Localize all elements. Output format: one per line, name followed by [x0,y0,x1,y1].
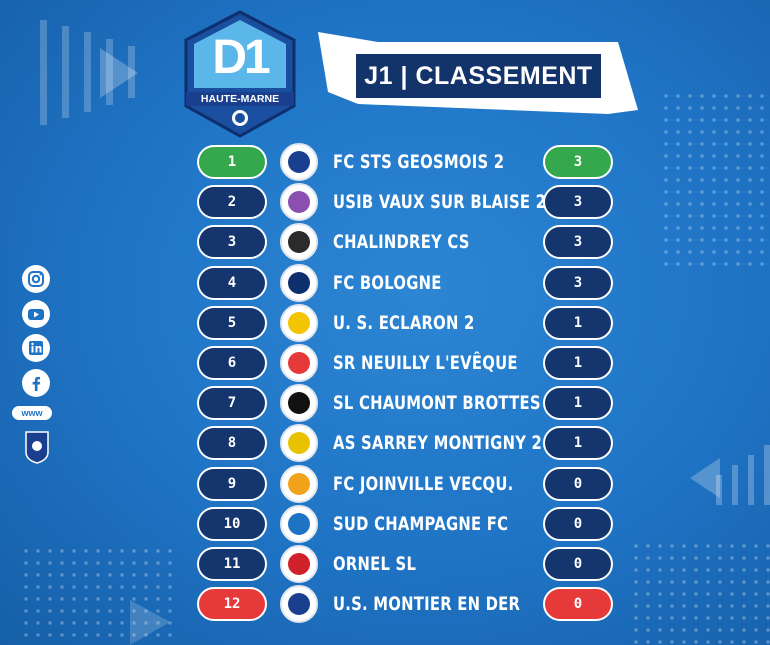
club-crest-icon [280,303,318,342]
points-pill: 0 [543,547,613,581]
league-logo: D1 HAUTE-MARNE [182,10,298,140]
club-crest-icon [280,263,318,302]
rank-pill: 11 [197,547,267,581]
rank-pill: 7 [197,386,267,421]
team-name: USIB VAUX SUR BLAISE 2 [333,191,547,214]
table-row: 9 FC JOINVILLE VECQU. 0 [197,464,613,503]
team-name: FC JOINVILLE VECQU. [333,472,514,495]
team-name: SL CHAUMONT BROTTES [333,392,541,415]
points-pill: 0 [543,506,613,541]
rank-pill: 8 [197,426,267,461]
club-crest-icon [280,223,318,262]
youtube-icon[interactable] [22,300,50,328]
decorative-stripes [40,20,190,130]
rank-pill: 10 [197,506,267,541]
table-row: 5 U. S. ECLARON 2 1 [197,303,613,342]
points-pill: 3 [543,145,613,179]
team-name: U. S. ECLARON 2 [333,311,475,334]
decorative-stripes-right [690,445,770,505]
table-row: 4 FC BOLOGNE 3 [197,263,613,302]
facebook-icon[interactable] [22,369,50,397]
table-row: 12 U.S. MONTIER EN DER 0 [197,585,613,624]
club-crest-icon [280,545,318,583]
team-name: FC STS GEOSMOIS 2 [333,151,505,173]
table-row: 1 FC STS GEOSMOIS 2 3 [197,143,613,181]
points-pill: 3 [543,185,613,220]
club-crest-icon [280,143,318,181]
team-name: SR NEUILLY L'EVÊQUE [333,352,518,374]
instagram-icon[interactable] [22,265,50,293]
team-name: CHALINDREY CS [333,231,470,254]
decorative-dots [630,540,770,645]
decorative-triangle [690,458,720,498]
points-pill: 0 [543,587,613,622]
logo-title: D1 [212,31,270,84]
club-crest-icon [280,424,318,463]
website-button[interactable]: www [12,406,52,420]
points-pill: 1 [543,386,613,421]
club-crest-icon [280,585,318,624]
rank-pill: 1 [197,145,267,179]
team-name: U.S. MONTIER EN DER [333,593,521,616]
team-name: FC BOLOGNE [333,271,442,294]
table-row: 10 SUD CHAMPAGNE FC 0 [197,504,613,543]
rank-pill: 12 [197,587,267,622]
club-crest-icon [280,504,318,543]
table-row: 6 SR NEUILLY L'EVÊQUE 1 [197,344,613,382]
club-crest-icon [280,464,318,503]
rank-pill: 4 [197,265,267,300]
table-row: 3 CHALINDREY CS 3 [197,223,613,262]
decorative-dots [660,90,770,270]
federation-badge-icon [25,431,49,464]
points-pill: 1 [543,305,613,340]
points-pill: 3 [543,265,613,300]
club-crest-icon [280,183,318,222]
points-pill: 1 [543,346,613,380]
table-row: 11 ORNEL SL 0 [197,545,613,583]
rank-pill: 5 [197,305,267,340]
rank-pill: 2 [197,185,267,220]
title-banner: J1 | CLASSEMENT [318,32,638,114]
team-name: AS SARREY MONTIGNY 2 [333,432,543,455]
decorative-triangle [100,48,138,98]
decorative-dots [20,545,180,645]
table-row: 7 SL CHAUMONT BROTTES 1 [197,384,613,423]
logo-subtitle: HAUTE-MARNE [186,92,294,106]
club-crest-icon [280,384,318,423]
page-title: J1 | CLASSEMENT [364,62,593,90]
rank-pill: 3 [197,225,267,260]
club-crest-icon [280,344,318,382]
team-name: ORNEL SL [333,553,417,575]
rank-pill: 9 [197,466,267,501]
linkedin-icon[interactable] [22,334,50,362]
team-name: SUD CHAMPAGNE FC [333,512,509,535]
rank-pill: 6 [197,346,267,380]
points-pill: 3 [543,225,613,260]
decorative-triangle [130,600,170,645]
points-pill: 1 [543,426,613,461]
points-pill: 0 [543,466,613,501]
